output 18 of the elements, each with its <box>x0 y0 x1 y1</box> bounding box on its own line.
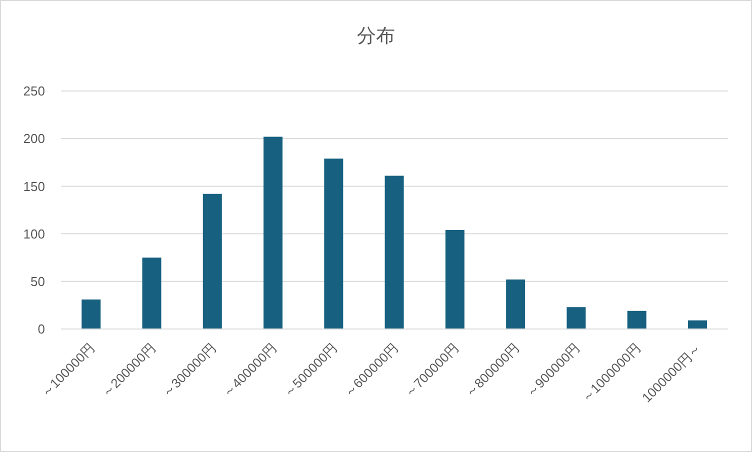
y-tick-label: 200 <box>23 131 45 146</box>
bar <box>627 310 646 329</box>
chart-title: 分布 <box>356 25 396 49</box>
y-tick-label: 100 <box>23 226 45 242</box>
bar <box>384 176 404 329</box>
bar <box>566 307 586 329</box>
y-tick-label: 50 <box>30 274 45 290</box>
bar <box>142 258 162 329</box>
bar <box>82 299 101 329</box>
y-tick-label: 150 <box>23 178 45 194</box>
bar <box>202 194 222 329</box>
bar <box>688 320 707 329</box>
y-tick-label: 250 <box>23 84 45 99</box>
bar <box>324 158 344 329</box>
y-tick-label: 0 <box>38 322 45 337</box>
bar <box>506 279 526 329</box>
bar <box>445 230 464 329</box>
bar <box>264 136 283 329</box>
